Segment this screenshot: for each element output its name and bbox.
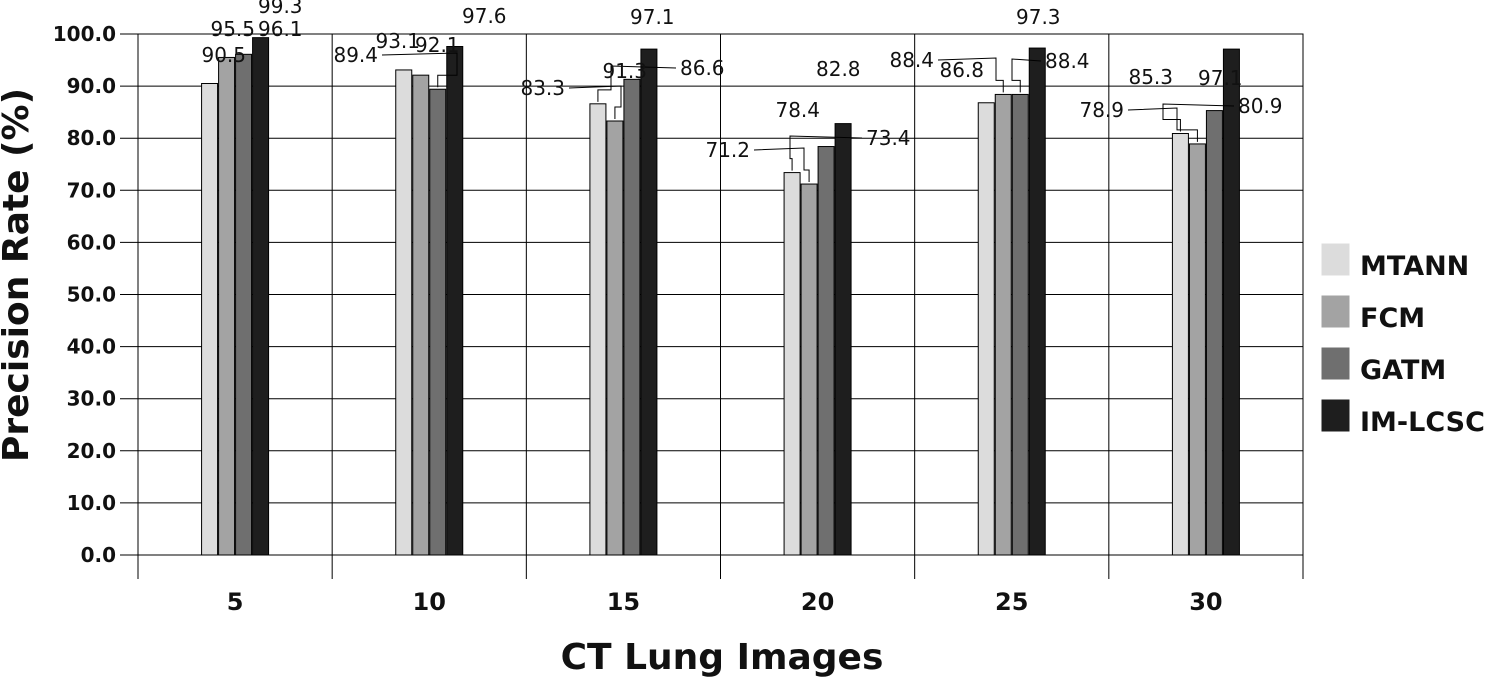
- data-label: 78.9: [1079, 98, 1124, 122]
- y-tick-label: 100.0: [53, 22, 116, 46]
- legend-label-gatm: GATM: [1360, 355, 1446, 386]
- data-label: 96.1: [258, 17, 303, 41]
- bar-mtann-5: [201, 82, 219, 556]
- data-label-leader: [753, 147, 810, 183]
- y-tick-label: 80.0: [67, 126, 116, 150]
- data-label: 80.9: [1238, 94, 1283, 118]
- bar-im-lcsc-30: [1222, 48, 1240, 556]
- data-label: 78.4: [775, 98, 820, 122]
- data-label-leader: [568, 85, 622, 120]
- y-tick-label: 60.0: [67, 230, 116, 254]
- y-axis-title: Precision Rate (%): [0, 88, 37, 462]
- data-label-layer: 90.595.5 96.199.393.192.189.497.686.683.3…: [201, 0, 1283, 183]
- legend-swatch-mtann: [1321, 243, 1350, 276]
- data-label: 71.2: [705, 138, 750, 162]
- bar-im-lcsc-5: [252, 37, 270, 556]
- bar-gatm-30: [1205, 110, 1223, 556]
- bar-im-lcsc-10: [446, 46, 464, 556]
- x-axis-title: CT Lung Images: [561, 637, 884, 677]
- bar-mtann-20: [783, 172, 801, 556]
- bar-gatm-25: [1011, 93, 1029, 556]
- data-label-leader: [381, 52, 458, 88]
- legend: MTANN FCM GATM IM-LCSC: [1321, 243, 1485, 438]
- data-label-leader: [937, 57, 1004, 93]
- bar-im-lcsc-25: [1028, 47, 1046, 556]
- data-label-leader: [789, 135, 863, 171]
- y-tick-label: 30.0: [67, 387, 116, 411]
- x-tick-label: 10: [413, 588, 446, 616]
- data-label-leader: [1127, 107, 1198, 142]
- data-label: 90.5: [201, 43, 246, 67]
- bar-gatm-5: [235, 53, 253, 556]
- bar-gatm-20: [817, 146, 835, 556]
- data-label: 85.3: [1128, 65, 1173, 89]
- data-label: 86.6: [680, 56, 725, 80]
- bar-fcm-25: [994, 93, 1012, 556]
- x-tick-label: 25: [995, 588, 1028, 616]
- bar-mtann-10: [395, 69, 413, 556]
- data-label: 83.3: [520, 76, 565, 100]
- data-label: 73.4: [866, 126, 911, 150]
- bar-mtann-25: [977, 102, 995, 556]
- data-label: 88.4: [1045, 49, 1090, 73]
- legend-swatch-gatm: [1321, 347, 1350, 380]
- data-label: 91.3: [602, 59, 647, 83]
- data-label-leader: [597, 65, 677, 102]
- x-tick-label: 20: [801, 588, 834, 616]
- bar-fcm-30: [1188, 143, 1206, 556]
- data-label: 88.4: [889, 48, 934, 72]
- legend-label-mtann: MTANN: [1360, 251, 1469, 282]
- data-label: 95.5: [210, 17, 255, 41]
- data-label: 82.8: [816, 57, 861, 81]
- bar-mtann-15: [589, 103, 607, 556]
- y-tick-label: 70.0: [67, 178, 116, 202]
- data-label: 97.6: [462, 4, 507, 28]
- axis-layer: 0.0 10.0 20.0 30.0 40.0 50.0 60.0 70.0 80.0 90.0 1…: [53, 22, 1223, 616]
- bar-im-lcsc-15: [640, 48, 658, 556]
- data-label: 89.4: [333, 43, 378, 67]
- y-tick-label: 0.0: [81, 543, 116, 567]
- y-tick-label: 90.0: [67, 74, 116, 98]
- grid-layer: [120, 33, 1304, 579]
- legend-swatch-fcm: [1321, 295, 1350, 328]
- legend-label-fcm: FCM: [1360, 303, 1425, 334]
- data-label-leader: [1011, 58, 1042, 93]
- bar-gatm-15: [623, 78, 641, 556]
- bar-gatm-10: [429, 88, 447, 556]
- bar-fcm-20: [800, 183, 818, 556]
- bar-im-lcsc-20: [834, 123, 852, 556]
- data-label: 93.1: [375, 29, 420, 53]
- y-tick-label: 50.0: [67, 283, 116, 307]
- data-label: 99.3: [258, 0, 303, 18]
- y-tick-label: 40.0: [67, 335, 116, 359]
- bar-fcm-10: [412, 74, 430, 556]
- data-label: 97.1: [1198, 66, 1243, 90]
- x-tick-label: 30: [1189, 588, 1222, 616]
- legend-swatch-im-lcsc: [1321, 399, 1350, 432]
- y-tick-label: 10.0: [67, 491, 116, 515]
- x-tick-label: 15: [607, 588, 640, 616]
- y-tick-label: 20.0: [67, 439, 116, 463]
- bar-fcm-5: [218, 56, 236, 556]
- bar-mtann-30: [1171, 133, 1189, 556]
- data-label: 97.3: [1016, 5, 1061, 29]
- x-tick-label: 5: [227, 588, 244, 616]
- legend-label-im-lcsc: IM-LCSC: [1360, 407, 1485, 438]
- data-label-leader: [1162, 103, 1235, 132]
- bar-layer: [201, 37, 1240, 556]
- data-label: 86.8: [939, 58, 984, 82]
- data-label: 97.1: [630, 5, 675, 29]
- bar-fcm-15: [606, 120, 624, 556]
